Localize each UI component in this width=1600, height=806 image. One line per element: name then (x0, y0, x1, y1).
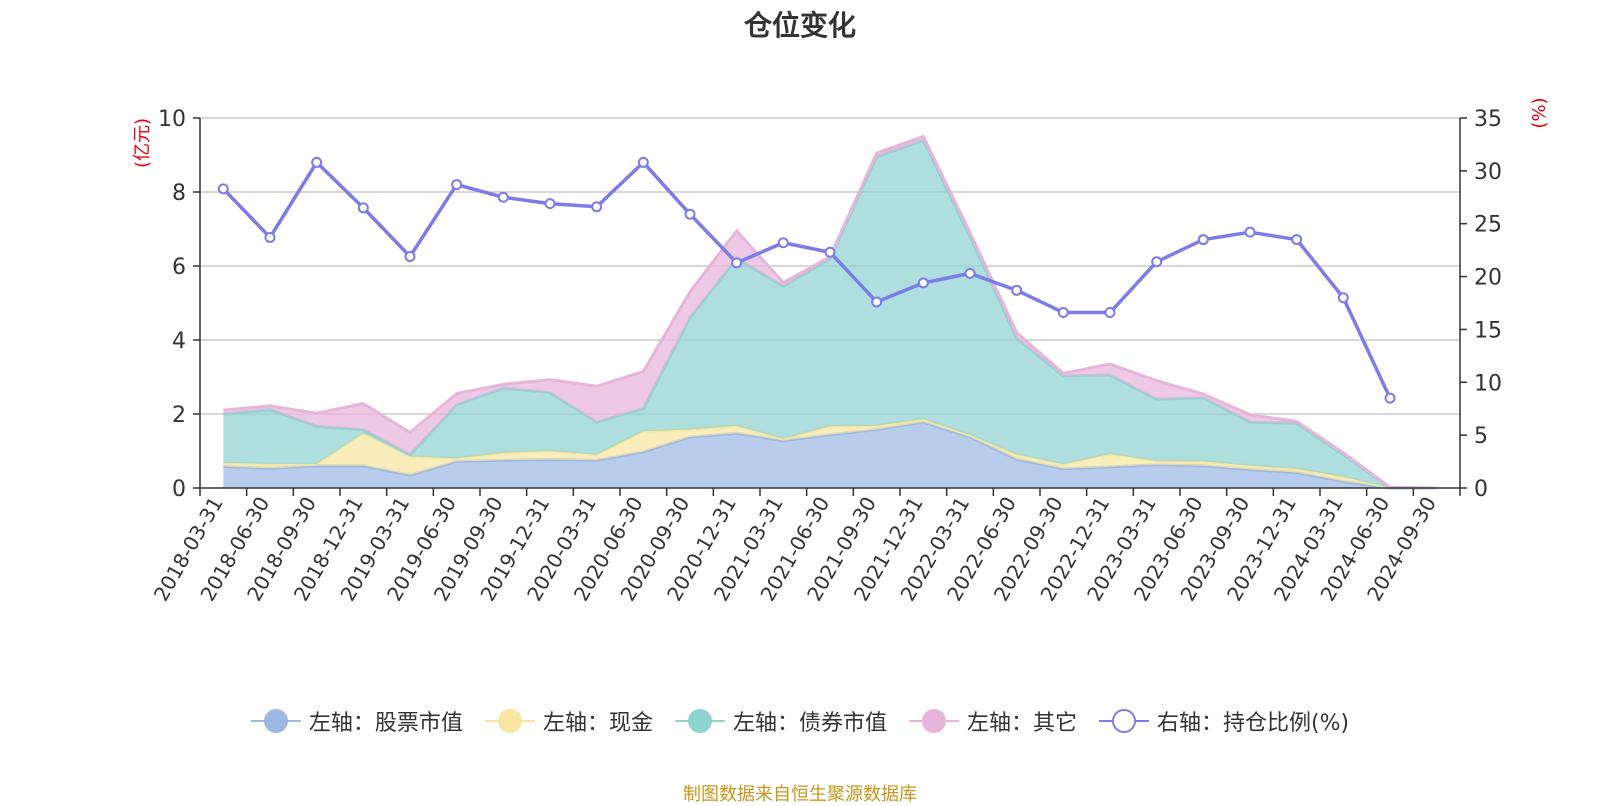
area-stock (223, 422, 1437, 488)
legend-label: 左轴：其它 (966, 711, 1077, 736)
right-tick-label: 20 (1474, 266, 1502, 291)
left-tick-label: 8 (172, 181, 186, 206)
line-series (217, 156, 1396, 404)
left-tick-label: 10 (158, 107, 186, 132)
ratio-point (311, 156, 323, 168)
ratio-point (731, 257, 743, 269)
legend-item-other[interactable]: 左轴：其它 (908, 705, 1077, 737)
source-note: 制图数据来自恒生聚源数据库 (683, 784, 917, 805)
legend-swatch-icon (484, 709, 535, 733)
right-tick-label: 15 (1474, 318, 1502, 343)
ratio-point (1384, 392, 1396, 404)
ratio-point (357, 202, 369, 214)
ratio-point (451, 179, 463, 191)
right-tick-label: 10 (1474, 371, 1502, 396)
legend-swatch-icon (908, 709, 959, 733)
area-bond (223, 140, 1437, 488)
ratio-point (591, 201, 603, 213)
ratio-point (1337, 292, 1349, 304)
right-tick-label: 0 (1474, 477, 1488, 502)
ratio-point (684, 208, 696, 220)
left-tick-label: 0 (172, 477, 186, 502)
area-cash (223, 419, 1437, 488)
left-tick-label: 4 (172, 329, 186, 354)
right-tick-label: 5 (1474, 424, 1488, 449)
ratio-point (1104, 307, 1116, 319)
chart-title: 仓位变化 (743, 9, 856, 42)
legend-swatch-icon (674, 709, 725, 733)
ratio-point (497, 191, 509, 203)
right-axis-label: (%) (1529, 97, 1550, 128)
ratio-point (1151, 256, 1163, 268)
legend-swatch-icon (1098, 709, 1149, 733)
left-tick-label: 6 (172, 255, 186, 280)
legend-label: 右轴：持仓比例(%) (1156, 711, 1350, 736)
ratio-point (1244, 226, 1256, 238)
ratio-point (1291, 234, 1303, 246)
legend-item-cash[interactable]: 左轴：现金 (484, 705, 653, 737)
ratio-point (917, 277, 929, 289)
legend: 左轴：股票市值 左轴：现金 左轴：债券市值 左轴：其它 右轴：持仓比例(%) (0, 705, 1600, 737)
legend-item-bond[interactable]: 左轴：债券市值 (674, 705, 887, 737)
right-tick-label: 25 (1474, 213, 1502, 238)
legend-item-stock[interactable]: 左轴：股票市值 (250, 705, 463, 737)
ratio-point (1197, 234, 1209, 246)
ratio-point (637, 156, 649, 168)
legend-swatch-icon (250, 709, 301, 733)
legend-label: 左轴：债券市值 (732, 711, 887, 736)
ratio-point (964, 267, 976, 279)
ratio-point (544, 198, 556, 210)
left-tick-label: 2 (172, 403, 186, 428)
ratio-point (404, 250, 416, 262)
ratio-point (1057, 307, 1069, 319)
ratio-point (824, 246, 836, 258)
legend-label: 左轴：股票市值 (308, 711, 463, 736)
legend-label: 左轴：现金 (542, 711, 653, 736)
area-series (223, 134, 1437, 490)
line-ratio (222, 160, 1392, 399)
ratio-point (871, 296, 883, 308)
chart-canvas: 0246810051015202530352018-03-312018-06-3… (132, 97, 1550, 605)
right-tick-label: 30 (1474, 160, 1502, 185)
ratio-point (264, 231, 276, 243)
left-axis-label: (亿元) (132, 118, 153, 168)
ratio-point (777, 237, 789, 249)
ratio-point (217, 183, 229, 195)
right-tick-label: 35 (1474, 107, 1502, 132)
legend-item-ratio[interactable]: 右轴：持仓比例(%) (1098, 705, 1350, 737)
ratio-point (1011, 284, 1023, 296)
